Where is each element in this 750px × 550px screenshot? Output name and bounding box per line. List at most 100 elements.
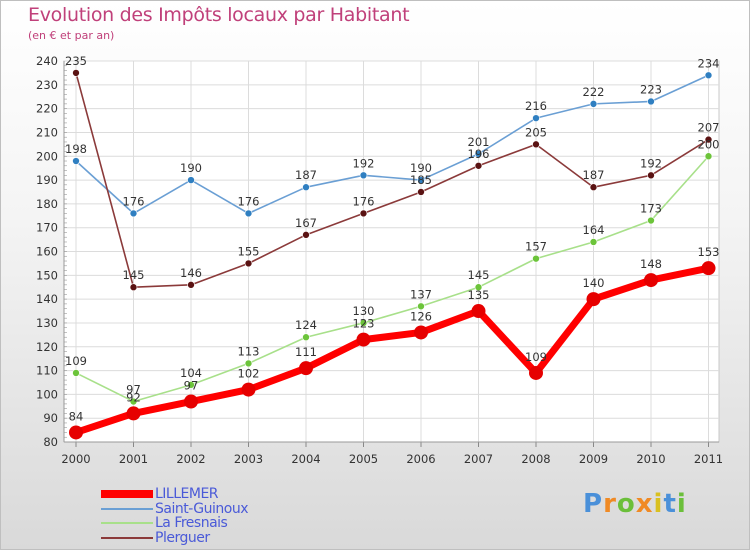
y-tick-label: 240 [36, 54, 58, 68]
data-point-lillemer [529, 365, 543, 380]
y-tick-label: 170 [36, 221, 58, 235]
data-label-lillemer: 135 [468, 288, 490, 302]
series-line-saint-guinoux [75, 74, 710, 215]
legend-label-la-fresnais: La Fresnais [155, 515, 228, 531]
data-label-la-fresnais: 109 [65, 354, 87, 368]
data-point-plerguer [532, 140, 540, 149]
data-point-saint-guinoux [647, 97, 655, 106]
y-tick-label: 150 [36, 268, 58, 282]
data-label-plerguer: 145 [123, 268, 145, 282]
x-tick-label: 2010 [636, 452, 665, 466]
data-point-la-fresnais [532, 254, 540, 263]
data-label-saint-guinoux: 176 [238, 194, 260, 208]
data-label-plerguer: 167 [295, 216, 317, 230]
data-point-la-fresnais [72, 369, 80, 377]
data-point-lillemer [126, 406, 141, 421]
data-label-la-fresnais: 164 [583, 223, 605, 237]
x-tick-label: 2006 [406, 452, 435, 466]
logo-letter: t [663, 489, 677, 519]
data-label-la-fresnais: 113 [238, 344, 260, 358]
logo-letter: r [603, 489, 617, 519]
legend-swatch-lillemer [101, 490, 153, 498]
data-point-saint-guinoux [532, 114, 540, 122]
data-label-lillemer: 153 [698, 245, 720, 259]
data-label-saint-guinoux: 223 [640, 82, 662, 96]
data-label-plerguer: 185 [410, 173, 432, 187]
x-tick-label: 2011 [694, 452, 723, 466]
y-tick-label: 130 [36, 316, 58, 330]
data-label-plerguer: 196 [468, 147, 490, 161]
legend-swatch-saint-guinoux [101, 507, 153, 510]
data-point-saint-guinoux [474, 150, 483, 158]
data-label-saint-guinoux: 192 [353, 156, 375, 170]
data-point-la-fresnais [417, 302, 425, 311]
data-label-la-fresnais: 145 [468, 268, 490, 282]
data-point-saint-guinoux [302, 183, 310, 192]
data-label-la-fresnais: 124 [295, 318, 317, 332]
legend-label-saint-guinoux: Saint-Guinoux [155, 500, 249, 517]
series-plerguer: 235 145 146 155 167 176 185 196 205 187 192 207 [65, 54, 719, 292]
data-label-saint-guinoux: 201 [468, 135, 490, 149]
data-label-plerguer: 235 [65, 54, 87, 68]
x-tick-label: 2001 [119, 452, 148, 466]
x-tick-label: 2003 [234, 452, 263, 466]
y-tick-label: 190 [36, 173, 58, 187]
data-point-plerguer [704, 135, 713, 144]
data-label-lillemer: 140 [583, 276, 605, 290]
proxiti-logo: Proxiti [583, 489, 687, 519]
y-tick-label: 120 [36, 340, 58, 354]
logo-letter: o [616, 489, 636, 519]
data-point-lillemer [701, 261, 716, 276]
data-point-la-fresnais [244, 359, 253, 368]
legend-swatch-la-fresnais [101, 522, 153, 524]
data-point-la-fresnais [474, 283, 483, 292]
data-point-lillemer [644, 273, 658, 288]
series-saint-guinoux: 198 176 190 176 187 192 190 201 216 222 223 234 [65, 56, 719, 218]
x-tick-label: 2008 [521, 452, 550, 466]
data-point-plerguer [474, 161, 483, 170]
data-label-saint-guinoux: 198 [65, 142, 87, 156]
data-point-saint-guinoux [244, 209, 253, 218]
logo-letter: P [583, 489, 604, 519]
data-point-plerguer [417, 188, 425, 196]
data-label-saint-guinoux: 216 [525, 99, 547, 113]
data-point-la-fresnais [187, 381, 195, 389]
data-point-la-fresnais [704, 152, 713, 161]
data-label-plerguer: 192 [640, 156, 662, 170]
data-label-plerguer: 176 [353, 194, 375, 208]
data-label-la-fresnais: 157 [525, 240, 547, 254]
y-tick-label: 140 [36, 292, 58, 306]
x-tick-label: 2005 [349, 452, 378, 466]
legend-swatch-plerguer [101, 536, 153, 539]
y-tick-label: 180 [36, 197, 58, 211]
data-point-saint-guinoux [129, 209, 138, 218]
data-label-lillemer: 97 [184, 379, 199, 393]
y-tick-label: 80 [43, 435, 58, 449]
data-label-saint-guinoux: 176 [123, 194, 145, 208]
data-point-saint-guinoux [187, 176, 195, 184]
data-point-lillemer [356, 332, 371, 347]
data-label-saint-guinoux: 190 [180, 161, 202, 175]
data-label-la-fresnais: 97 [126, 383, 141, 397]
data-label-plerguer: 205 [525, 125, 547, 139]
data-point-la-fresnais [647, 216, 655, 225]
data-label-lillemer: 148 [640, 257, 662, 271]
x-tick-label: 2007 [464, 452, 493, 466]
y-tick-label: 200 [36, 149, 58, 163]
data-point-la-fresnais [302, 333, 310, 342]
data-label-la-fresnais: 200 [698, 137, 720, 151]
logo-letter: i [676, 489, 687, 519]
data-point-saint-guinoux [359, 171, 368, 180]
data-label-lillemer: 123 [353, 317, 375, 331]
data-point-saint-guinoux [704, 71, 713, 80]
data-point-plerguer [187, 281, 195, 289]
y-tick-label: 90 [43, 411, 58, 425]
data-label-lillemer: 102 [238, 367, 260, 381]
y-tick-label: 210 [36, 125, 58, 139]
data-label-plerguer: 155 [238, 244, 260, 258]
data-point-lillemer [471, 304, 486, 319]
chart-title: Evolution des Impôts locaux par Habitant [28, 4, 410, 26]
data-point-lillemer [414, 325, 428, 340]
